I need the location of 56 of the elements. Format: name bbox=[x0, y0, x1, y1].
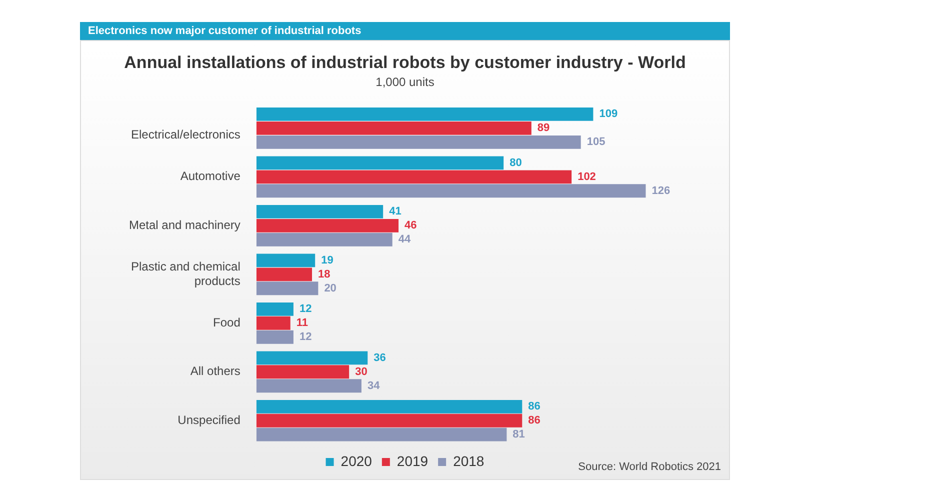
bar bbox=[256, 232, 392, 246]
chart-title: Annual installations of industrial robots by customer industry - World bbox=[124, 52, 686, 72]
bar bbox=[256, 379, 362, 393]
data-label: 109 bbox=[599, 108, 618, 120]
bar bbox=[256, 400, 522, 414]
data-label: 102 bbox=[578, 170, 596, 183]
bar bbox=[256, 107, 594, 121]
y-tick-label: Unspecified bbox=[178, 412, 240, 427]
legend-label: 2020 bbox=[340, 452, 372, 469]
bar bbox=[256, 121, 532, 135]
legend-label: 2019 bbox=[396, 452, 428, 469]
data-label: 30 bbox=[355, 366, 368, 378]
source-note: Source: World Robotics 2021 bbox=[578, 461, 721, 473]
data-label: 126 bbox=[652, 184, 670, 197]
y-tick-label: All others bbox=[190, 364, 240, 378]
bar bbox=[256, 351, 368, 365]
data-label: 20 bbox=[324, 282, 336, 294]
data-label: 44 bbox=[398, 234, 412, 246]
bar bbox=[256, 268, 312, 282]
data-label: 18 bbox=[318, 268, 330, 280]
chart-subtitle: 1,000 units bbox=[376, 74, 434, 89]
bar bbox=[256, 170, 572, 184]
data-label: 46 bbox=[404, 220, 417, 232]
data-label: 11 bbox=[296, 317, 308, 330]
bar bbox=[256, 316, 290, 330]
bar bbox=[256, 184, 646, 198]
data-label: 34 bbox=[367, 380, 381, 392]
y-tick-label: Food bbox=[213, 315, 240, 330]
bar bbox=[256, 365, 350, 379]
text: Electronics now major customer of industrial robots bbox=[80, 22, 730, 40]
data-label: 41 bbox=[389, 206, 402, 218]
y-tick-label: Metal and machinery bbox=[128, 218, 240, 232]
bar bbox=[256, 414, 522, 428]
legend-label: 2018 bbox=[453, 452, 484, 469]
data-label: 36 bbox=[374, 352, 386, 364]
bar bbox=[256, 204, 384, 218]
data-label: 12 bbox=[299, 303, 312, 316]
data-label: 12 bbox=[299, 331, 312, 344]
bar bbox=[256, 428, 507, 442]
bar bbox=[256, 330, 294, 344]
data-label: 89 bbox=[537, 122, 550, 134]
bar bbox=[256, 135, 581, 149]
y-tick-label: Plastic and chemical products bbox=[130, 260, 240, 288]
y-tick-label: Automotive bbox=[180, 169, 241, 184]
data-label: 86 bbox=[528, 400, 540, 413]
bar bbox=[256, 156, 504, 170]
bar bbox=[256, 302, 294, 316]
data-label: 80 bbox=[510, 156, 522, 169]
y-tick-label: Electrical/electronics bbox=[131, 128, 240, 142]
data-label: 19 bbox=[321, 254, 334, 266]
bar bbox=[256, 218, 399, 232]
bar bbox=[256, 282, 318, 296]
data-label: 105 bbox=[586, 136, 606, 148]
bar bbox=[256, 254, 316, 268]
data-label: 81 bbox=[512, 428, 525, 441]
data-label: 86 bbox=[528, 414, 540, 427]
